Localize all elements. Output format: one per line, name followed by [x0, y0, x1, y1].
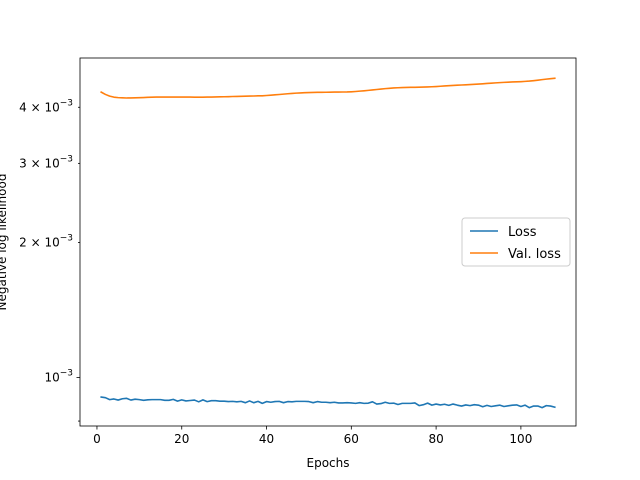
plot-frame	[79, 57, 577, 427]
x-tick-label: 60	[344, 432, 359, 446]
y-axis: 10−3 2 × 10−3 3 × 10−3 4 × 10−3	[19, 98, 80, 422]
x-tick-label: 100	[509, 432, 532, 446]
series-line-loss	[100, 396, 556, 409]
series-line-val-loss	[100, 77, 556, 99]
x-axis: 0 20 40 60 80 100	[93, 426, 532, 446]
x-axis-label: Epochs	[307, 456, 350, 470]
y-tick-label: 2 × 10−3	[19, 233, 73, 249]
y-tick-label: 4 × 10−3	[19, 98, 73, 114]
series-layer	[100, 77, 556, 409]
x-tick-label: 40	[259, 432, 274, 446]
legend-entry: Loss	[508, 225, 537, 240]
x-tick-label: 0	[93, 432, 101, 446]
legend: Loss Val. loss	[461, 217, 571, 267]
y-tick-label: 10−3	[44, 369, 73, 385]
legend-box	[461, 217, 571, 267]
x-tick-label: 80	[428, 432, 443, 446]
y-axis-label: Negative log likelihood	[0, 174, 9, 311]
x-tick-label: 20	[174, 432, 189, 446]
legend-entry: Val. loss	[508, 247, 561, 262]
y-tick-label: 3 × 10−3	[19, 154, 73, 170]
